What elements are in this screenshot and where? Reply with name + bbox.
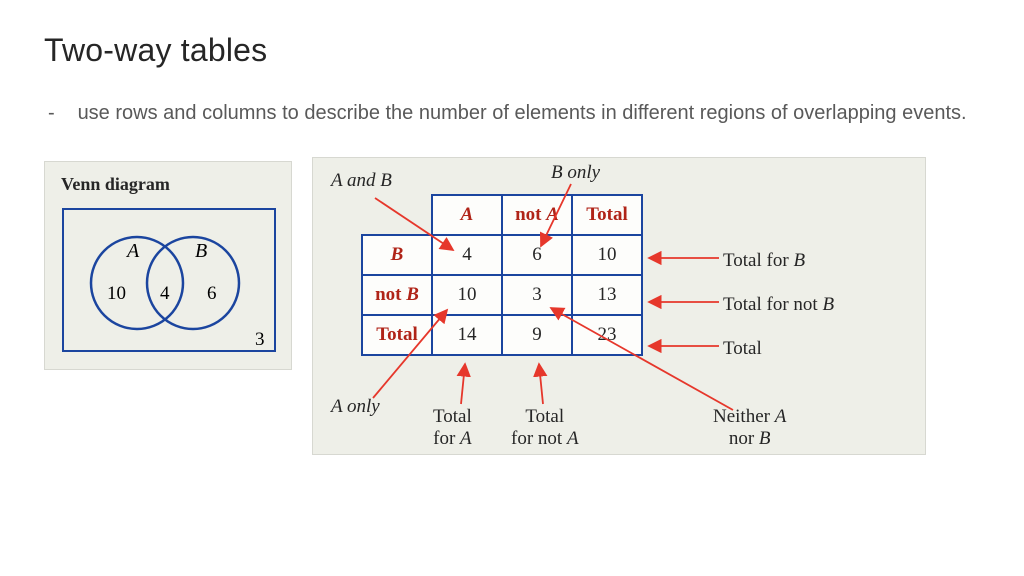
label-a-and-b: A and B	[331, 170, 392, 192]
bullet-line: - use rows and columns to describe the n…	[44, 97, 984, 129]
col-header-a: A	[432, 195, 502, 235]
bullet-dash: -	[48, 97, 72, 129]
label-total-right: Total	[723, 338, 762, 360]
cell-1-2: 13	[572, 275, 642, 315]
venn-outside: 3	[255, 329, 265, 350]
cell-1-0: 10	[432, 275, 502, 315]
cell-0-0: 4	[432, 235, 502, 275]
label-total-for-not-a: Totalfor not A	[511, 406, 579, 450]
row-header-total: Total	[362, 315, 432, 355]
cell-2-1: 9	[502, 315, 572, 355]
venn-title: Venn diagram	[61, 174, 277, 195]
label-total-for-not-b: Total for not B	[723, 294, 834, 316]
twoway-panel: A and B B only A only Totalfor A Totalfo…	[312, 157, 926, 455]
cell-1-1: 3	[502, 275, 572, 315]
venn-only-a: 10	[107, 283, 126, 304]
venn-label-a: A	[125, 240, 140, 262]
col-header-not-a: not A	[502, 195, 572, 235]
venn-only-b: 6	[207, 283, 217, 304]
cell-2-0: 14	[432, 315, 502, 355]
bullet-text: use rows and columns to describe the num…	[78, 102, 967, 124]
label-a-only: A only	[331, 396, 380, 418]
cell-0-2: 10	[572, 235, 642, 275]
col-header-total: Total	[572, 195, 642, 235]
twoway-table: A not A Total B 4 6 10 not B 10 3 13	[361, 194, 643, 356]
label-b-only: B only	[551, 162, 600, 184]
cell-0-1: 6	[502, 235, 572, 275]
venn-label-b: B	[195, 240, 207, 262]
label-total-for-a: Totalfor A	[433, 406, 472, 450]
cell-2-2: 23	[572, 315, 642, 355]
row-header-b: B	[362, 235, 432, 275]
venn-intersect: 4	[160, 283, 170, 304]
row-header-not-b: not B	[362, 275, 432, 315]
venn-panel: Venn diagram A B 10 4 6 3	[44, 161, 292, 370]
page-title: Two-way tables	[44, 32, 984, 69]
label-total-for-b: Total for B	[723, 250, 805, 272]
venn-diagram: A B 10 4 6 3	[59, 205, 279, 355]
label-neither: Neither Anor B	[713, 406, 786, 450]
